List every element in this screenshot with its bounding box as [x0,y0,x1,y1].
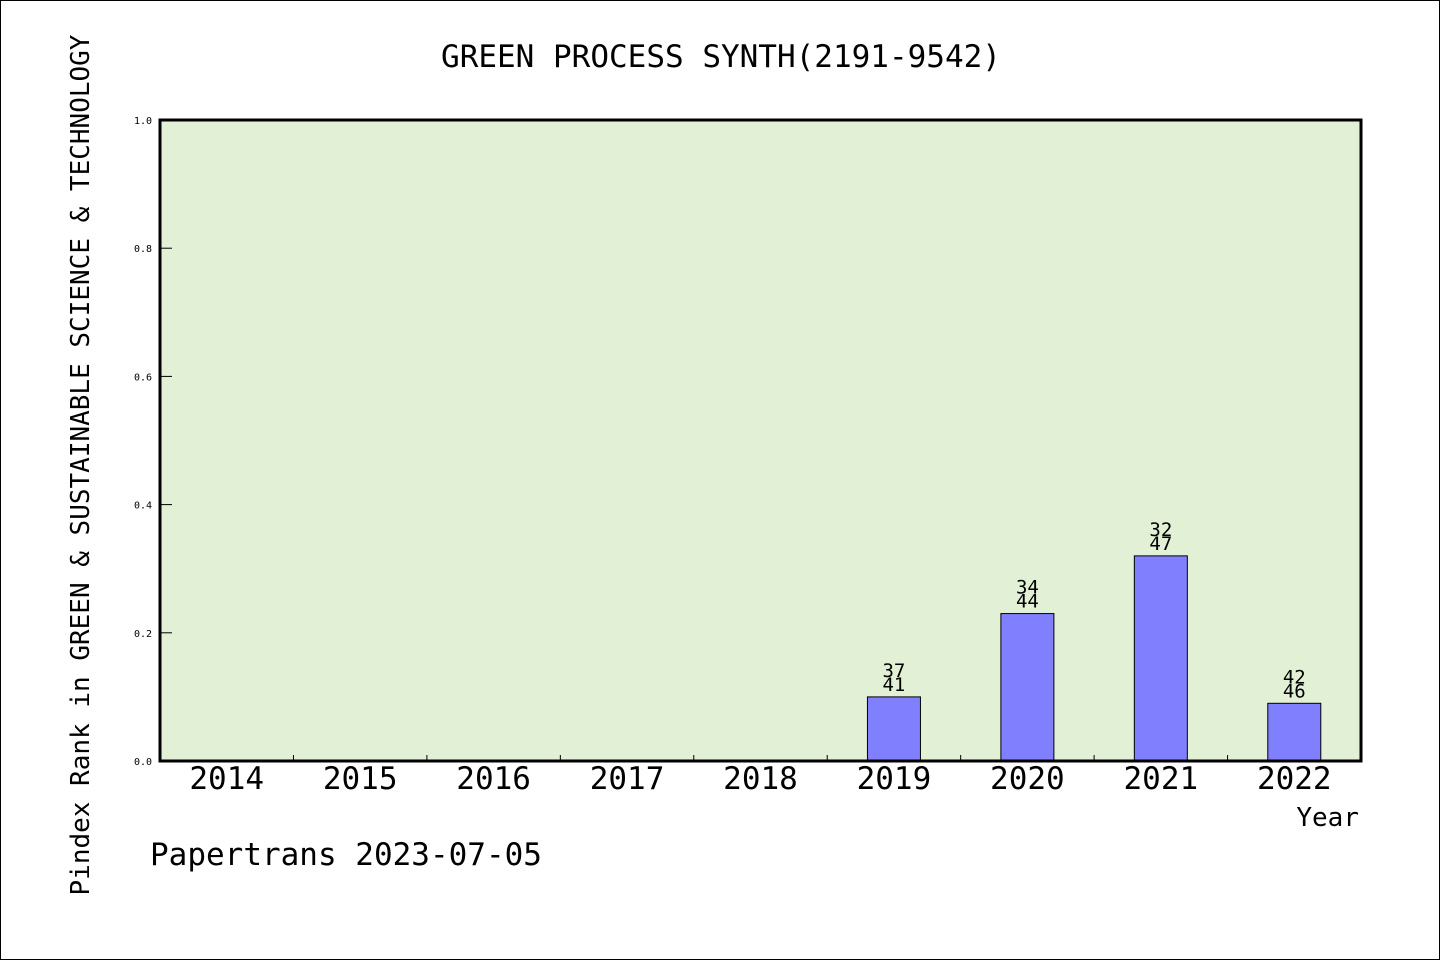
bar-2021 [1133,555,1188,762]
x-tick-label: 2019 [857,761,932,797]
bar-label-total: 46 [1283,680,1306,702]
x-tick-label: 2017 [590,761,665,797]
bar-2020 [1000,613,1055,762]
chart-title: GREEN PROCESS SYNTH(2191-9542) [441,39,1001,75]
x-tick-label: 2021 [1124,761,1199,797]
x-tick-label: 2018 [723,761,798,797]
x-tick-label: 2014 [189,761,264,797]
x-tick-label: 2022 [1257,761,1332,797]
bar-label-total: 41 [882,674,905,696]
plot-border [158,118,1363,763]
x-axis-label: Year [1296,803,1359,833]
bar-2022 [1267,702,1322,762]
bar-label-total: 44 [1016,591,1039,613]
x-tick-label: 2020 [990,761,1065,797]
bar-label-total: 47 [1149,533,1172,555]
bar-label-rank: 34 [1016,577,1039,599]
y-tick-label: 0.0 [134,757,152,768]
bar-label-rank: 32 [1149,519,1172,541]
bar-label-rank: 42 [1283,666,1306,688]
y-tick-label: 0.8 [134,244,152,255]
footer-credit: Papertrans 2023-07-05 [150,837,542,873]
y-tick-label: 0.4 [134,501,152,512]
y-axis-label: Pindex Rank in GREEN & SUSTAINABLE SCIEN… [66,34,96,895]
x-tick-label: 2016 [456,761,531,797]
x-tick-label: 2015 [323,761,398,797]
y-tick-label: 1.0 [134,116,152,127]
bar-label-rank: 37 [882,660,905,682]
y-tick-label: 0.2 [134,629,152,640]
ticks-layer: 0.0 0.2 0.4 0.6 0.8 1.0 2014 2015 2016 2017 2018 20… [134,116,1332,797]
y-tick-label: 0.6 [134,372,152,383]
bar-2019 [866,696,921,762]
